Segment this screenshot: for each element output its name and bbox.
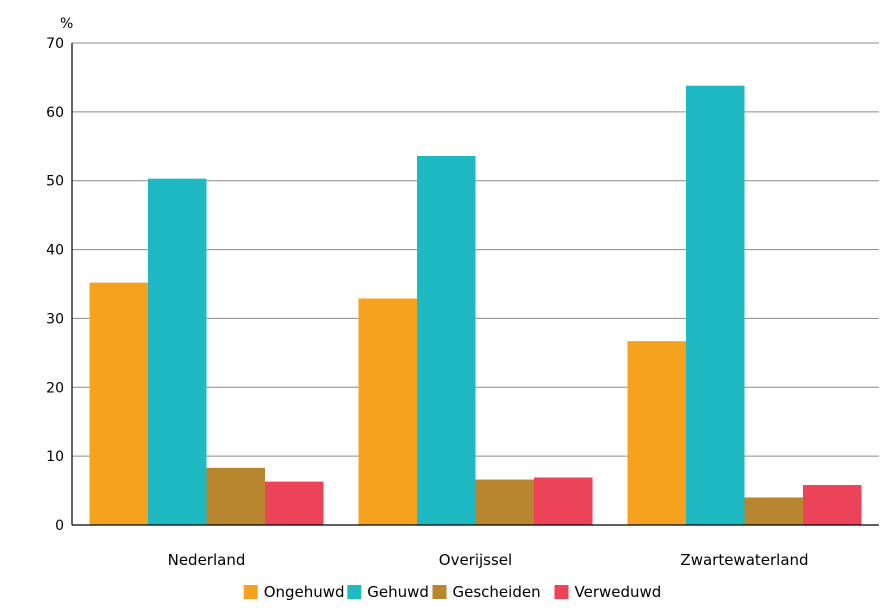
legend-swatch-verweduwd <box>554 585 569 599</box>
bar-verweduwd-overijssel <box>534 477 593 525</box>
bar-verweduwd-nederland <box>265 481 324 525</box>
category-label: Zwartewaterland <box>680 551 808 569</box>
legend-label-verweduwd: Verweduwd <box>575 583 662 601</box>
category-label: Nederland <box>168 551 246 569</box>
category-label: Overijssel <box>439 551 512 569</box>
bar-gehuwd-overijssel <box>417 155 476 525</box>
legend-label-ongehuwd: Ongehuwd <box>264 583 345 601</box>
y-axis-unit-label: % <box>60 16 73 32</box>
bar-ongehuwd-overijssel <box>358 298 417 525</box>
bars <box>89 85 862 526</box>
y-tick-label: 10 <box>46 449 64 465</box>
legend-label-gescheiden: Gescheiden <box>453 583 541 601</box>
y-tick-label: 40 <box>46 243 64 259</box>
bar-gescheiden-zwartewaterland <box>744 497 803 525</box>
bar-gescheiden-overijssel <box>475 479 534 525</box>
y-tick-label: 70 <box>46 36 64 52</box>
bar-gehuwd-zwartewaterland <box>686 85 745 525</box>
y-tick-label: 50 <box>46 174 64 190</box>
bar-verweduwd-zwartewaterland <box>803 485 862 525</box>
legend-swatch-gescheiden <box>432 585 447 599</box>
y-tick-label: 30 <box>46 311 64 327</box>
legend-label-gehuwd: Gehuwd <box>367 583 429 601</box>
bar-ongehuwd-zwartewaterland <box>627 341 686 525</box>
y-tick-label: 60 <box>46 105 64 121</box>
y-tick-label: 0 <box>55 518 64 534</box>
axes <box>71 43 879 526</box>
y-tick-label: 20 <box>46 380 64 396</box>
legend-swatch-ongehuwd <box>243 585 258 599</box>
legend-swatch-gehuwd <box>347 585 362 599</box>
y-tick-labels: 0 10 20 30 40 50 60 70 <box>46 36 64 534</box>
bar-ongehuwd-nederland <box>89 282 148 525</box>
bar-gehuwd-nederland <box>148 178 207 526</box>
legend: Ongehuwd Gehuwd Gescheiden Verweduwd <box>243 583 662 601</box>
category-labels: Nederland Overijssel Zwartewaterland <box>168 551 809 569</box>
bar-gescheiden-nederland <box>206 467 265 525</box>
